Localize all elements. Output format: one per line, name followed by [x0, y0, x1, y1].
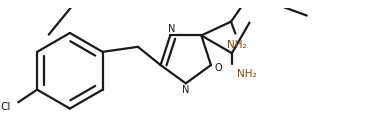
Text: Cl: Cl — [0, 102, 11, 112]
Text: O: O — [214, 63, 222, 73]
Text: N: N — [168, 23, 175, 33]
Text: N: N — [182, 85, 189, 95]
Text: NH₂: NH₂ — [227, 40, 247, 50]
Text: NH₂: NH₂ — [237, 69, 257, 79]
